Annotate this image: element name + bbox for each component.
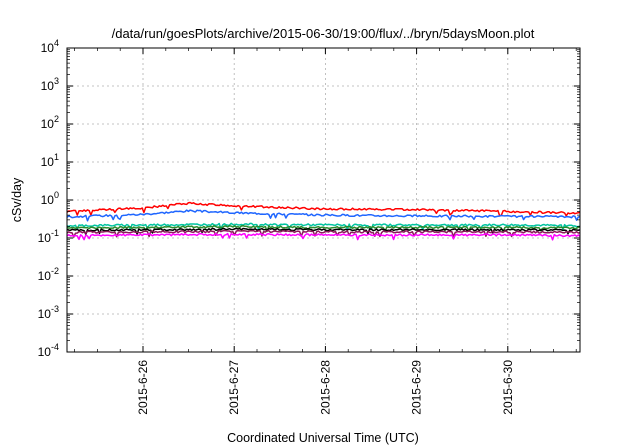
series-line xyxy=(66,222,581,231)
y-tick-base: 10 xyxy=(38,231,52,245)
y-tick-exponent: -4 xyxy=(51,342,59,352)
y-tick-label: 10-3 xyxy=(38,304,59,321)
y-tick-label: 103 xyxy=(41,76,59,93)
y-tick-exponent: 2 xyxy=(54,114,59,124)
y-tick-base: 10 xyxy=(38,307,52,321)
x-tick-label: 2015-6-30 xyxy=(501,360,515,415)
series-line xyxy=(66,224,581,233)
y-tick-exponent: -1 xyxy=(51,228,59,238)
y-tick-exponent: 1 xyxy=(54,152,59,162)
series-group xyxy=(66,201,581,241)
y-tick-base: 10 xyxy=(41,41,55,55)
y-tick-base: 10 xyxy=(41,155,55,169)
series-line xyxy=(66,201,581,217)
x-tick-label: 2015-6-26 xyxy=(136,360,150,415)
y-tick-exponent: 3 xyxy=(54,76,59,86)
x-tick-label: 2015-6-27 xyxy=(227,360,241,415)
x-tick-label: 2015-6-28 xyxy=(318,360,332,415)
y-tick-base: 10 xyxy=(41,79,55,93)
y-tick-exponent: 0 xyxy=(54,190,59,200)
y-tick-base: 10 xyxy=(41,117,55,131)
grid xyxy=(67,48,580,352)
y-tick-base: 10 xyxy=(41,193,55,207)
y-axis-label: cSv/day xyxy=(10,177,24,222)
y-tick-base: 10 xyxy=(38,345,52,359)
series-line xyxy=(66,209,581,222)
y-tick-exponent: -2 xyxy=(51,266,59,276)
y-tick-label: 100 xyxy=(41,190,59,207)
y-tick-label: 102 xyxy=(41,114,59,131)
y-tick-label: 10-2 xyxy=(38,266,59,283)
y-tick-label: 101 xyxy=(41,152,59,169)
y-tick-label: 10-1 xyxy=(38,228,59,245)
series-line xyxy=(66,227,581,236)
x-axis-label: Coordinated Universal Time (UTC) xyxy=(227,431,419,445)
y-tick-label: 10-4 xyxy=(38,342,59,359)
y-tick-exponent: -3 xyxy=(51,304,59,314)
chart-title: /data/run/goesPlots/archive/2015-06-30/1… xyxy=(112,26,535,41)
series-line xyxy=(66,232,581,241)
axes: 10-410-310-210-11001011021031042015-6-26… xyxy=(38,38,580,415)
y-tick-label: 104 xyxy=(41,38,59,55)
y-tick-base: 10 xyxy=(38,269,52,283)
x-tick-label: 2015-6-29 xyxy=(410,360,424,415)
y-tick-exponent: 4 xyxy=(54,38,59,48)
series-line xyxy=(66,229,581,238)
